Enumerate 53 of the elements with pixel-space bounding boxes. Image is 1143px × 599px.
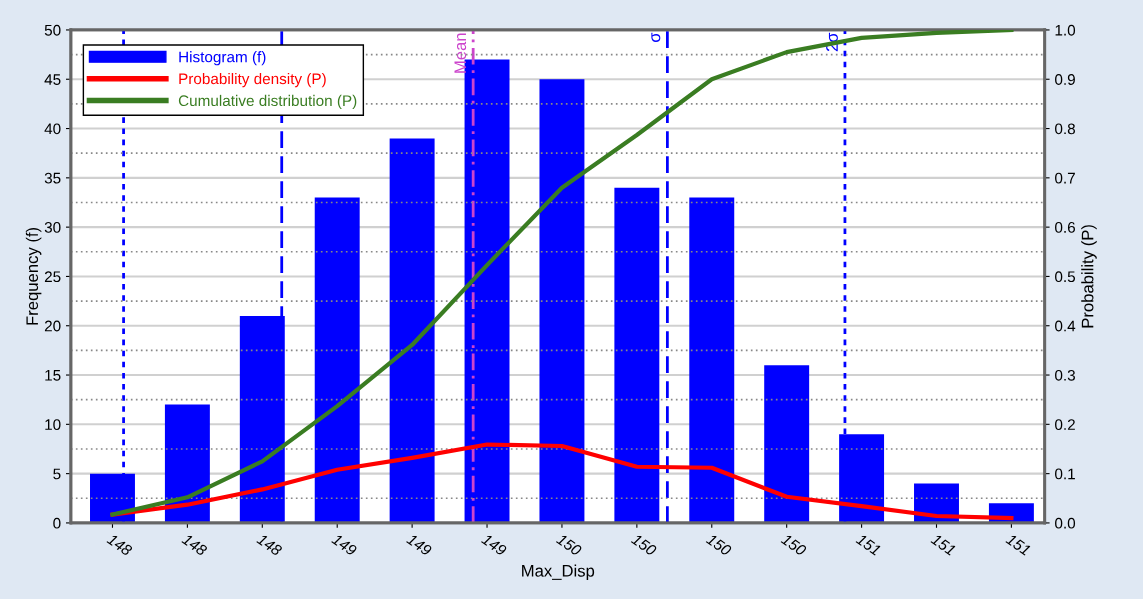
y2-tick-label: 0.0 bbox=[1055, 517, 1076, 529]
y-tick-label: 45 bbox=[44, 74, 61, 85]
y-tick-label: 30 bbox=[44, 222, 61, 233]
x-tick-label: 151 bbox=[930, 533, 956, 556]
y-tick-label: 35 bbox=[44, 172, 61, 184]
y2-tick-label: 0.3 bbox=[1055, 369, 1075, 381]
y2-tick-label: 1.0 bbox=[1055, 24, 1076, 36]
x-tick-label: 151 bbox=[1005, 533, 1031, 556]
x-tick-label: 149 bbox=[331, 533, 358, 557]
y2-tick-label: 0.9 bbox=[1055, 74, 1075, 85]
y2-tick-label: 0.4 bbox=[1055, 320, 1076, 332]
legend-label: Histogram (f) bbox=[179, 51, 266, 66]
bar bbox=[164, 404, 210, 523]
y-tick-label: 40 bbox=[44, 123, 61, 135]
ref-line-label: Mean bbox=[454, 33, 467, 73]
y-tick-label: 10 bbox=[45, 419, 61, 431]
x-tick-label: 148 bbox=[181, 533, 208, 557]
y-axis-title: Frequency (f) bbox=[25, 227, 42, 325]
x-tick-label: 148 bbox=[106, 533, 134, 557]
ref-line-label: σ bbox=[651, 32, 661, 42]
legend-label: Probability density (P) bbox=[179, 72, 326, 88]
y2-tick-label: 0.2 bbox=[1055, 419, 1075, 431]
x-axis-title: Max_Disp bbox=[522, 564, 595, 581]
line-series bbox=[110, 29, 1014, 517]
x-tick-label: 149 bbox=[406, 533, 433, 557]
y2-tick-label: 0.5 bbox=[1055, 271, 1076, 283]
y-tick-label: 5 bbox=[53, 468, 61, 480]
x-tick-label: 151 bbox=[855, 533, 882, 556]
x-tick-label: 150 bbox=[555, 533, 583, 557]
bar bbox=[764, 365, 810, 523]
y2-tick-label: 0.8 bbox=[1055, 123, 1075, 135]
y2-tick-label: 0.6 bbox=[1055, 222, 1075, 233]
line-series bbox=[110, 442, 1014, 521]
y-tick-label: 25 bbox=[44, 271, 61, 283]
x-tick-label: 150 bbox=[780, 533, 808, 557]
y-tick-label: 20 bbox=[44, 320, 61, 332]
bar bbox=[464, 59, 510, 523]
y2-tick-label: 0.7 bbox=[1055, 172, 1075, 184]
bar bbox=[389, 138, 435, 523]
bar bbox=[314, 197, 360, 523]
bar bbox=[614, 187, 660, 523]
x-tick-label: 148 bbox=[256, 533, 283, 557]
bar bbox=[539, 79, 585, 523]
y2-axis-title: Probability (P) bbox=[1081, 225, 1097, 328]
x-tick-label: 149 bbox=[480, 533, 508, 557]
x-tick-label: 150 bbox=[705, 533, 733, 557]
y-tick-label: 50 bbox=[44, 24, 61, 36]
legend-label: Cumulative distribution (P) bbox=[178, 94, 357, 110]
y-tick-label: 0 bbox=[53, 517, 61, 529]
y-tick-label: 15 bbox=[45, 370, 61, 381]
y2-tick-label: 0.1 bbox=[1055, 468, 1075, 480]
x-tick-label: 150 bbox=[630, 533, 658, 557]
bar bbox=[689, 197, 735, 523]
